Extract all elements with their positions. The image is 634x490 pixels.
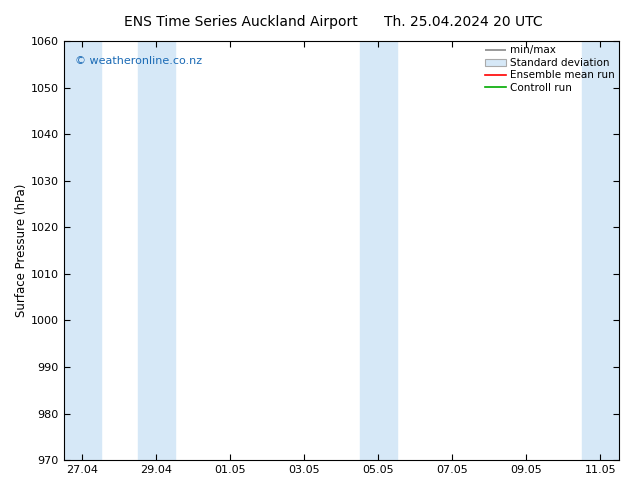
Bar (64, 41, 101, 460)
Text: © weatheronline.co.nz: © weatheronline.co.nz (75, 56, 202, 66)
Bar (360, 41, 397, 460)
Text: ENS Time Series Auckland Airport: ENS Time Series Auckland Airport (124, 15, 358, 29)
Bar (138, 41, 175, 460)
Y-axis label: Surface Pressure (hPa): Surface Pressure (hPa) (15, 184, 28, 318)
Text: Th. 25.04.2024 20 UTC: Th. 25.04.2024 20 UTC (384, 15, 542, 29)
Legend: min/max, Standard deviation, Ensemble mean run, Controll run: min/max, Standard deviation, Ensemble me… (483, 43, 617, 95)
Bar (582, 41, 619, 460)
